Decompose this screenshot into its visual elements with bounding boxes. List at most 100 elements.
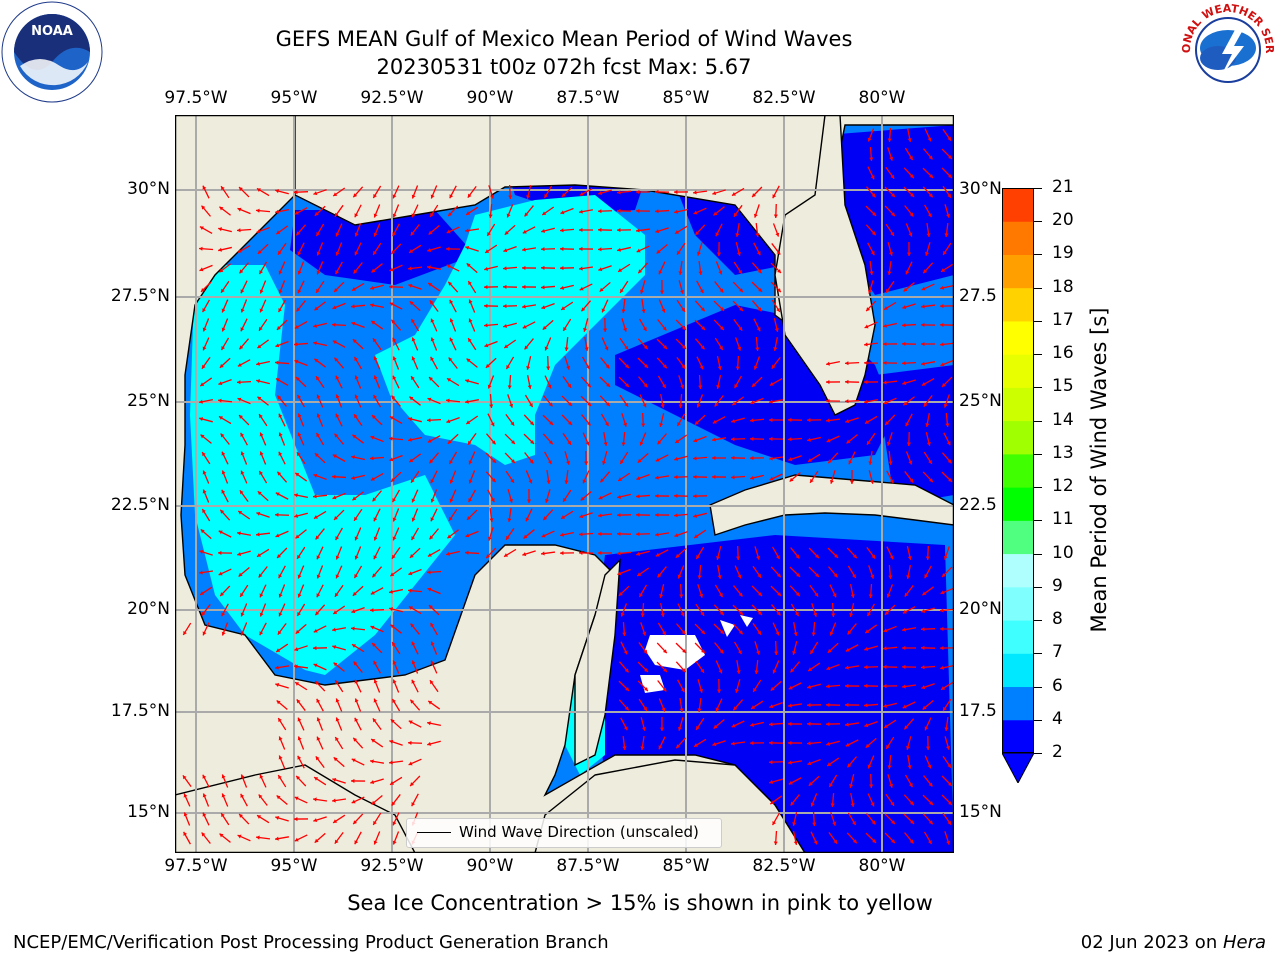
wind-arrow xyxy=(237,245,251,253)
wind-arrow xyxy=(392,679,400,693)
wind-arrow xyxy=(924,717,932,731)
wind-arrow xyxy=(256,379,270,385)
wind-arrow xyxy=(370,435,384,443)
wind-arrow xyxy=(716,375,722,389)
wind-arrow xyxy=(220,433,230,445)
wind-arrow xyxy=(277,622,287,636)
wind-arrow xyxy=(258,413,268,427)
wind-arrow xyxy=(865,737,877,749)
colorbar-tick-mark xyxy=(1034,686,1042,688)
wind-arrow xyxy=(941,794,953,806)
wind-arrow xyxy=(714,642,724,654)
wind-arrow xyxy=(882,341,898,347)
wind-arrow xyxy=(428,376,440,388)
wind-arrow xyxy=(313,322,327,328)
wind-arrow xyxy=(485,357,497,369)
wind-arrow xyxy=(925,242,931,256)
wind-arrow xyxy=(883,625,897,633)
map-border xyxy=(175,115,954,853)
wind-arrow xyxy=(505,356,515,370)
wind-arrow xyxy=(505,527,515,541)
wind-arrow xyxy=(562,318,572,332)
wind-arrow xyxy=(733,585,743,597)
wind-arrow xyxy=(621,431,626,447)
wind-arrow xyxy=(904,774,914,788)
wind-arrow xyxy=(750,700,764,710)
wind-arrow xyxy=(865,186,877,198)
wind-arrow xyxy=(655,549,669,557)
wind-arrow xyxy=(638,641,648,655)
wind-arrow xyxy=(580,300,592,312)
wind-arrow xyxy=(297,565,305,579)
wind-arrow xyxy=(390,471,402,483)
wind-arrow xyxy=(617,246,631,252)
wind-arrow xyxy=(258,566,268,578)
wind-arrow xyxy=(865,300,877,312)
wind-arrow xyxy=(352,813,364,825)
graticule xyxy=(175,115,954,853)
wind-arrow xyxy=(715,698,723,712)
wind-arrow xyxy=(542,433,554,445)
wind-arrow xyxy=(199,264,213,272)
wind-arrow xyxy=(333,662,345,672)
wind-arrow xyxy=(884,414,896,426)
wind-arrow xyxy=(677,565,685,579)
wind-arrow xyxy=(773,203,778,219)
wind-arrow xyxy=(391,698,401,712)
wind-arrow xyxy=(332,302,346,310)
wind-arrow xyxy=(218,530,232,538)
wind-arrow xyxy=(807,758,821,766)
wind-arrow xyxy=(202,489,210,503)
wind-arrow xyxy=(333,756,345,768)
wind-arrow xyxy=(315,280,325,294)
wind-arrow xyxy=(541,530,555,538)
wind-arrow xyxy=(696,242,703,256)
wind-arrow xyxy=(278,280,286,294)
wind-arrow xyxy=(901,684,917,689)
wind-arrow xyxy=(525,508,533,522)
wind-arrow xyxy=(924,128,932,142)
wind-arrow xyxy=(695,717,705,731)
wind-arrow xyxy=(736,545,741,561)
wind-arrow xyxy=(675,642,687,654)
wind-arrow xyxy=(944,222,949,238)
wind-arrow xyxy=(620,717,628,731)
wind-arrow xyxy=(236,228,252,233)
wind-arrow xyxy=(617,493,631,499)
wind-arrow xyxy=(276,795,288,805)
lat-label-left: 20°N xyxy=(127,599,170,619)
wind-arrow xyxy=(941,471,953,483)
wind-arrow xyxy=(939,608,954,613)
wind-arrow xyxy=(294,834,308,842)
wind-arrow xyxy=(314,301,326,311)
wind-arrow xyxy=(199,399,213,404)
wind-arrow xyxy=(901,664,917,670)
wind-arrow xyxy=(259,451,267,465)
wind-arrow xyxy=(866,603,876,617)
wind-arrow xyxy=(313,341,327,347)
wind-arrow xyxy=(922,813,934,825)
wind-arrow xyxy=(771,812,781,826)
wind-arrow xyxy=(848,451,856,465)
wind-arrow xyxy=(523,414,535,426)
wind-arrow xyxy=(901,627,917,632)
wind-arrow xyxy=(883,301,897,311)
wind-arrow xyxy=(467,337,477,351)
wind-arrow xyxy=(484,340,498,348)
wind-arrow xyxy=(944,204,950,218)
wind-arrow xyxy=(677,603,685,617)
wind-arrow xyxy=(635,208,651,214)
wind-arrow xyxy=(924,565,932,579)
wind-arrow xyxy=(371,795,383,805)
wind-arrow xyxy=(256,511,270,518)
wind-arrow xyxy=(694,623,706,635)
lat-label-right: 22.5 xyxy=(959,495,997,515)
wind-arrow xyxy=(373,204,381,218)
wind-arrow xyxy=(922,699,934,711)
wind-arrow xyxy=(315,756,325,768)
wind-arrow xyxy=(944,716,949,732)
wind-arrow xyxy=(617,568,631,576)
date-stamp: 02 Jun 2023 on Hera xyxy=(1081,932,1266,953)
wind-arrow xyxy=(941,167,953,179)
wind-arrow xyxy=(354,394,362,408)
